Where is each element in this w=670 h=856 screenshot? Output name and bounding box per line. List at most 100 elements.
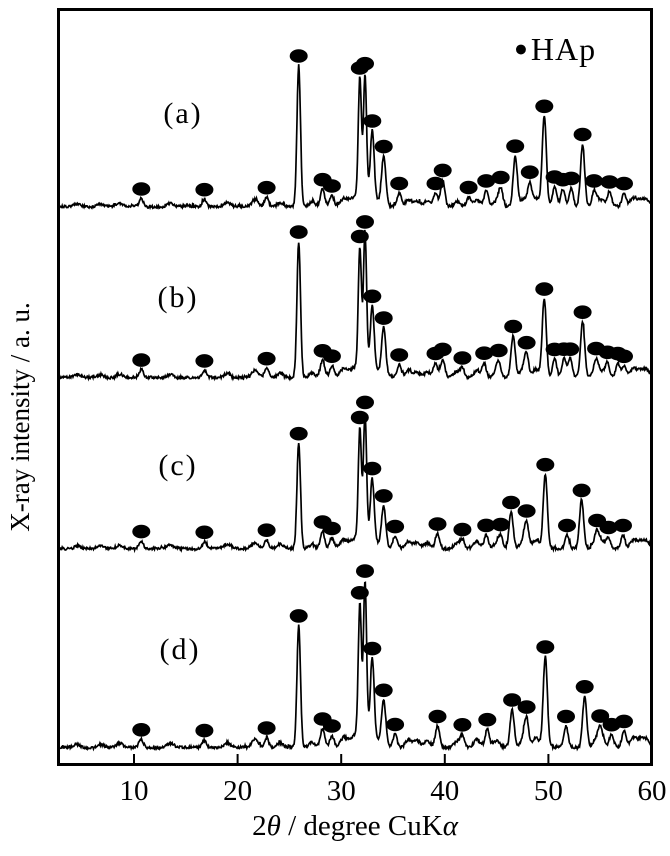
- legend-label: HAp: [530, 31, 597, 67]
- xrd-trace-b: [59, 229, 651, 382]
- hap-peak-marker: [374, 489, 393, 503]
- hap-peak-marker: [517, 504, 536, 518]
- trace-label-c: (c): [158, 449, 198, 482]
- hap-peak-marker: [585, 174, 603, 188]
- hap-peak-marker: [289, 426, 308, 441]
- hap-peak-marker: [195, 182, 214, 197]
- hap-peak-marker: [535, 282, 554, 296]
- trace-label-d: (d): [159, 633, 201, 666]
- hap-peak-marker: [350, 410, 369, 425]
- hap-peak-marker: [350, 586, 369, 600]
- xrd-trace-a: [59, 64, 651, 211]
- hap-peak-marker: [477, 518, 496, 533]
- trace-label-b: (b): [157, 281, 199, 314]
- hap-peak-marker: [386, 717, 405, 732]
- hap-peak-marker: [600, 175, 619, 189]
- hap-peak-marker: [561, 342, 580, 357]
- hap-peak-marker: [350, 229, 369, 244]
- hap-peak-marker: [257, 351, 276, 366]
- hap-peak-marker: [535, 99, 554, 114]
- hap-peak-marker: [356, 215, 374, 229]
- hap-peak-marker: [477, 174, 496, 188]
- hap-peak-marker: [614, 518, 632, 533]
- hap-peak-marker: [289, 225, 308, 239]
- hap-peak-marker: [557, 709, 575, 724]
- hap-peak-marker: [289, 609, 308, 623]
- x-axis-label-mid: / degree CuK: [280, 810, 443, 842]
- hap-peak-marker: [478, 712, 497, 727]
- x-tick-label-50: 50: [533, 775, 563, 807]
- hap-peak-marker: [132, 353, 151, 367]
- hap-peak-marker: [374, 139, 393, 154]
- hap-peak-marker: [195, 723, 214, 738]
- hap-peak-marker: [615, 714, 633, 729]
- x-axis-label-alpha: α: [442, 810, 458, 842]
- hap-peak-marker: [453, 718, 472, 732]
- hap-peak-marker: [390, 348, 409, 362]
- hap-peak-marker: [591, 709, 610, 723]
- hap-peak-marker: [520, 165, 539, 179]
- hap-peak-marker: [132, 723, 151, 737]
- hap-peak-marker: [517, 700, 536, 714]
- hap-peak-marker: [433, 163, 452, 178]
- hap-peak-marker: [503, 693, 522, 707]
- xrd-trace-d: [59, 581, 651, 752]
- xrd-trace-c: [59, 412, 651, 554]
- hap-peak-marker: [322, 719, 341, 733]
- x-axis-label-2: 2: [252, 810, 267, 842]
- hap-peak-marker: [195, 354, 214, 368]
- hap-peak-marker: [572, 483, 591, 498]
- hap-peak-marker: [289, 49, 308, 63]
- hap-peak-marker: [322, 349, 341, 364]
- x-axis-label: 2θ / degree CuKα: [140, 810, 570, 843]
- hap-peak-marker: [502, 495, 521, 510]
- hap-peak-marker: [428, 517, 447, 531]
- trace-label-a: (a): [163, 97, 203, 130]
- hap-peak-marker: [475, 346, 494, 361]
- hap-peak-marker: [536, 457, 555, 472]
- plot-border: [57, 8, 653, 766]
- hap-peak-marker: [558, 518, 576, 533]
- hap-peak-marker: [257, 721, 276, 735]
- hap-peak-marker: [453, 522, 472, 537]
- x-tick-label-40: 40: [430, 775, 460, 807]
- x-axis-label-theta: θ: [266, 810, 281, 842]
- hap-peak-marker: [573, 127, 592, 142]
- hap-peak-marker: [363, 289, 382, 304]
- hap-marker-icon: ●: [514, 36, 528, 61]
- hap-peak-marker: [453, 351, 472, 365]
- hap-peak-marker: [363, 641, 382, 656]
- hap-peak-marker: [322, 179, 341, 193]
- hap-peak-marker: [257, 180, 276, 195]
- hap-peak-marker: [562, 171, 581, 186]
- x-tick-label-60: 60: [637, 775, 667, 807]
- x-tick-label-10: 10: [119, 775, 149, 807]
- x-tick-label-30: 30: [326, 775, 356, 807]
- hap-peak-marker: [599, 520, 618, 535]
- hap-peak-marker: [374, 311, 393, 325]
- hap-peak-marker: [322, 521, 341, 536]
- hap-peak-marker: [374, 683, 393, 698]
- hap-peak-marker: [257, 523, 276, 537]
- hap-peak-marker: [132, 182, 151, 196]
- hap-peak-marker: [536, 640, 555, 654]
- hap-peak-marker: [132, 524, 151, 539]
- hap-peak-marker: [390, 176, 409, 191]
- hap-peak-marker: [575, 680, 594, 694]
- hap-peak-marker: [506, 139, 525, 153]
- hap-peak-marker: [356, 395, 374, 410]
- legend: ● HAp: [514, 32, 596, 66]
- hap-peak-marker: [363, 114, 382, 128]
- hap-peak-marker: [615, 349, 633, 364]
- hap-peak-marker: [356, 564, 374, 578]
- hap-peak-marker: [386, 519, 405, 534]
- y-axis-label: X-ray intensity / a. u.: [5, 302, 35, 532]
- hap-peak-marker: [504, 319, 523, 334]
- x-tick-label-20: 20: [223, 775, 253, 807]
- hap-peak-marker: [426, 176, 445, 191]
- hap-peak-marker: [363, 461, 382, 476]
- hap-peak-marker: [573, 305, 592, 320]
- hap-peak-marker: [195, 525, 214, 540]
